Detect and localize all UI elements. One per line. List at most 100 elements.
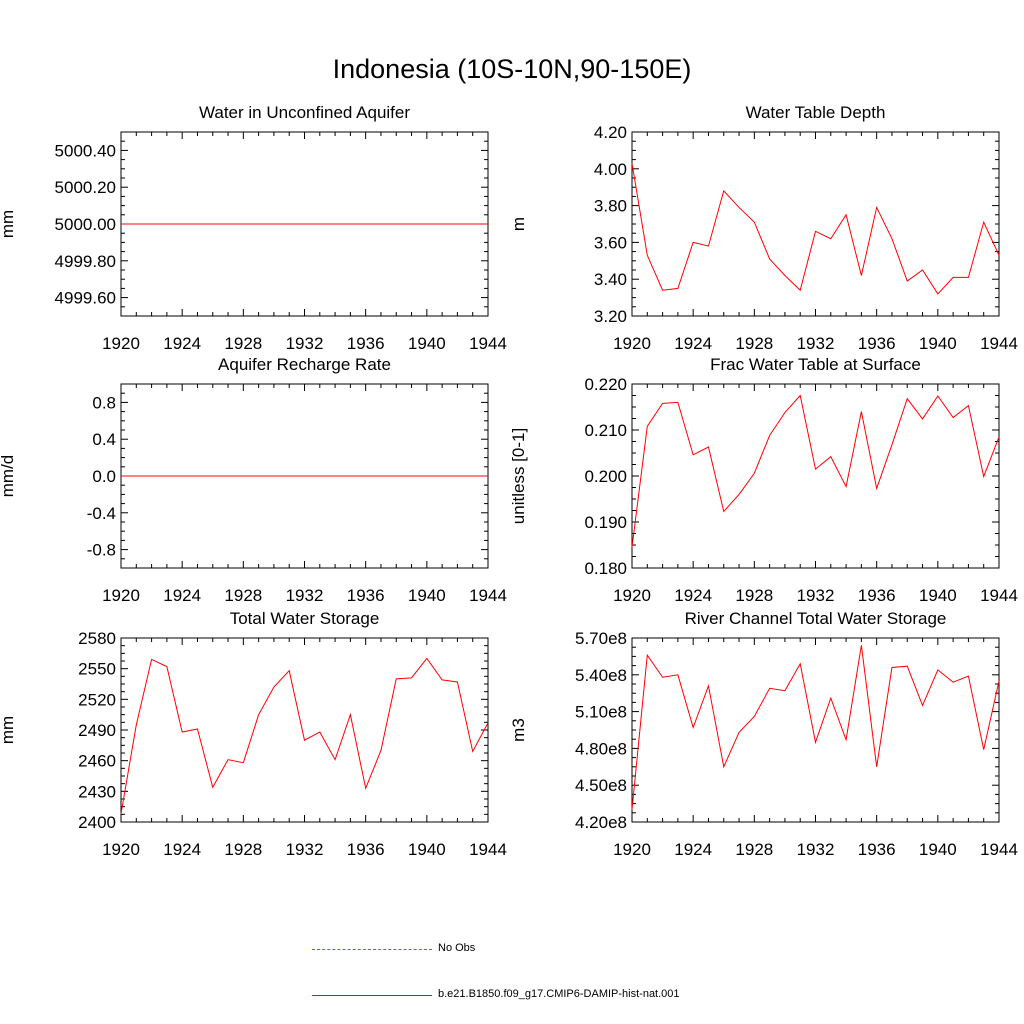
y-tick-label: 3.40 [594, 270, 627, 289]
y-tick-label: 2490 [78, 721, 116, 740]
y-tick-label: 4.20 [594, 123, 627, 142]
x-tick-label: 1936 [858, 840, 896, 859]
panel-title: Frac Water Table at Surface [710, 355, 921, 374]
plot-frame [120, 637, 489, 823]
panel-total-water-storage: Total Water Storage mm 1920 1924 1928 1932 193… [0, 609, 507, 859]
x-tick-label: 1940 [919, 840, 957, 859]
x-tick-label: 1924 [674, 586, 712, 605]
y-tick-label: 4.20e8 [575, 813, 627, 832]
x-tick-label: 1936 [858, 334, 896, 353]
plot-frame [631, 131, 1000, 317]
x-tick-label: 1920 [613, 586, 651, 605]
y-tick-label: 3.60 [594, 233, 627, 252]
y-tick-label: 0.220 [584, 375, 627, 394]
panel-water-in-unconfined-aquifer: Water in Unconfined Aquifer mm 1920 1924 192… [0, 103, 507, 353]
x-tick-label: 1932 [797, 586, 835, 605]
x-tick-label: 1944 [469, 586, 507, 605]
series-line [631, 645, 1000, 810]
series-line [120, 657, 489, 814]
plot-frame [631, 637, 1000, 823]
x-tick-label: 1924 [163, 334, 201, 353]
x-tick-label: 1936 [347, 586, 385, 605]
series-line [631, 163, 1000, 295]
x-tick-label: 1924 [163, 840, 201, 859]
y-tick-label: 0.8 [92, 393, 116, 412]
y-tick-label: 2460 [78, 752, 116, 771]
panel-title: Aquifer Recharge Rate [218, 355, 391, 374]
y-tick-label: 4.00 [594, 160, 627, 179]
x-tick-label: 1936 [347, 334, 385, 353]
x-tick-label: 1944 [980, 840, 1018, 859]
x-tick-label: 1932 [286, 586, 324, 605]
legend-swatch-obs [312, 949, 432, 950]
x-tick-label: 1940 [919, 334, 957, 353]
plot-frame [631, 383, 1000, 569]
x-tick-label: 1936 [858, 586, 896, 605]
x-tick-label: 1920 [102, 586, 140, 605]
y-tick-label: 4.80e8 [575, 739, 627, 758]
y-tick-label: 2430 [78, 782, 116, 801]
y-tick-label: -0.4 [87, 504, 116, 523]
legend-label-obs: No Obs [438, 942, 476, 954]
x-tick-label: 1924 [674, 840, 712, 859]
x-tick-label: 1924 [674, 334, 712, 353]
y-axis-label: m [509, 217, 528, 231]
panel-aquifer-recharge-rate: Aquifer Recharge Rate mm/d 1920 1924 1928 193… [0, 355, 507, 605]
y-tick-label: 5000.00 [55, 215, 116, 234]
y-axis-label: mm [0, 210, 17, 238]
y-tick-label: 5000.20 [55, 178, 116, 197]
panel-title: Water in Unconfined Aquifer [199, 103, 410, 122]
y-tick-label: 4999.60 [55, 289, 116, 308]
y-tick-label: 0.180 [584, 559, 627, 578]
x-tick-label: 1920 [613, 334, 651, 353]
x-tick-label: 1928 [224, 840, 262, 859]
y-tick-label: 0.190 [584, 513, 627, 532]
x-tick-label: 1940 [919, 586, 957, 605]
y-tick-label: 4999.80 [55, 252, 116, 271]
x-tick-label: 1932 [797, 840, 835, 859]
y-tick-label: 2400 [78, 813, 116, 832]
x-tick-label: 1928 [224, 334, 262, 353]
x-tick-label: 1944 [980, 586, 1018, 605]
y-tick-label: 5.40e8 [575, 666, 627, 685]
x-tick-label: 1944 [469, 840, 507, 859]
legend-label-model: b.e21.B1850.f09_g17.CMIP6-DAMIP-hist-nat… [438, 988, 680, 1000]
x-tick-label: 1928 [735, 586, 773, 605]
y-tick-label: 2550 [78, 660, 116, 679]
y-axis-label: mm [0, 716, 17, 744]
x-tick-label: 1940 [408, 840, 446, 859]
panel-title: River Channel Total Water Storage [685, 609, 947, 628]
panel-water-table-depth: Water Table Depth m 1920 1924 1928 1932 1936 19… [509, 103, 1018, 353]
x-tick-label: 1932 [797, 334, 835, 353]
x-tick-label: 1932 [286, 334, 324, 353]
x-tick-label: 1928 [224, 586, 262, 605]
y-tick-label: 5.10e8 [575, 703, 627, 722]
x-tick-label: 1928 [735, 334, 773, 353]
y-tick-label: 0.0 [92, 467, 116, 486]
y-tick-label: 3.80 [594, 197, 627, 216]
x-tick-label: 1920 [102, 334, 140, 353]
y-tick-label: 0.200 [584, 467, 627, 486]
x-tick-label: 1932 [286, 840, 324, 859]
y-axis-label: unitless [0-1] [509, 428, 528, 524]
x-tick-label: 1940 [408, 334, 446, 353]
y-axis-label: m3 [509, 718, 528, 742]
x-tick-label: 1940 [408, 586, 446, 605]
panel-frac-water-table-at-surface: Frac Water Table at Surface unitless [0-1… [509, 355, 1018, 605]
y-tick-label: -0.8 [87, 541, 116, 560]
x-tick-label: 1924 [163, 586, 201, 605]
x-tick-label: 1936 [347, 840, 385, 859]
figure-title: Indonesia (10S-10N,90-150E) [332, 54, 692, 84]
x-tick-label: 1920 [102, 840, 140, 859]
legend-swatch-model [312, 995, 432, 996]
y-tick-label: 2580 [78, 629, 116, 648]
x-tick-label: 1920 [613, 840, 651, 859]
y-tick-label: 5.70e8 [575, 629, 627, 648]
x-tick-label: 1928 [735, 840, 773, 859]
y-tick-label: 4.50e8 [575, 776, 627, 795]
panel-river-channel-total-water-storage: River Channel Total Water Storage m3 1920 1… [509, 609, 1018, 859]
panel-title: Total Water Storage [230, 609, 380, 628]
y-tick-label: 3.20 [594, 307, 627, 326]
y-tick-label: 0.4 [92, 430, 116, 449]
